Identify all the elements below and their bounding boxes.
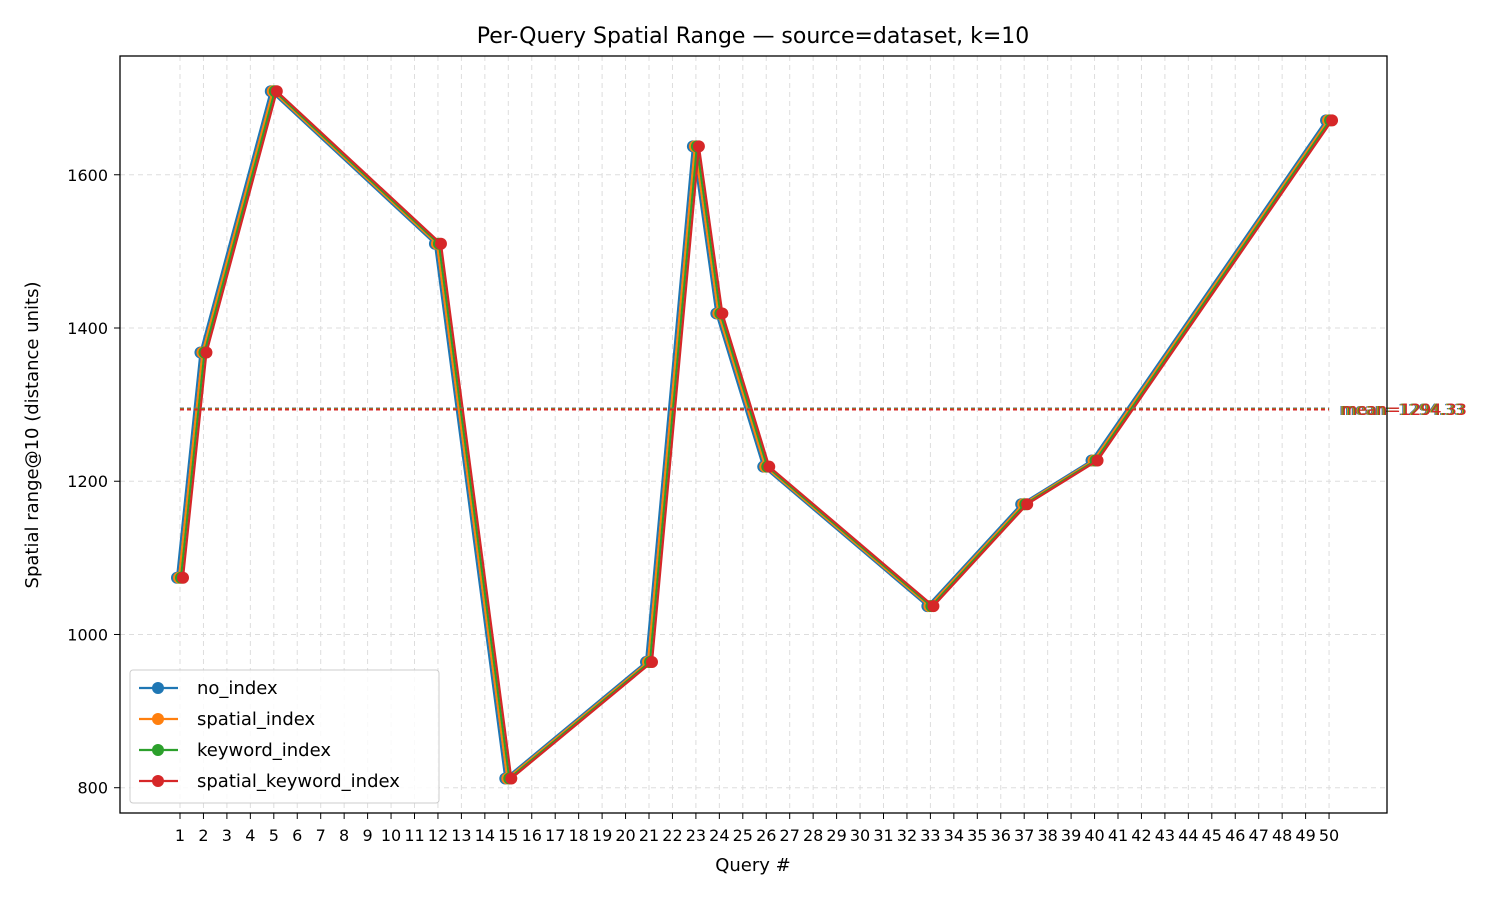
x-tick-label: 35 (967, 826, 987, 845)
x-tick-label: 31 (873, 826, 893, 845)
data-point (1326, 114, 1339, 127)
x-tick-label: 50 (1319, 826, 1339, 845)
legend-label: keyword_index (197, 740, 331, 761)
x-tick-label: 40 (1084, 826, 1104, 845)
mean-label: mean=1294.33 (1339, 400, 1464, 419)
data-point (646, 656, 658, 669)
x-tick-label: 36 (991, 826, 1011, 845)
x-tick-label: 27 (780, 826, 800, 845)
y-axis-label: Spatial range@10 (distance units) (22, 282, 43, 589)
series-layer (171, 85, 1339, 785)
x-tick-label: 18 (568, 826, 588, 845)
x-tick-label: 24 (709, 826, 729, 845)
data-point (177, 571, 189, 584)
legend-box (129, 669, 440, 804)
x-tick-label: 34 (944, 826, 964, 845)
data-point (505, 772, 518, 785)
mean-label: mean=1294.33 (1340, 400, 1465, 419)
plot-frame (119, 55, 1388, 814)
legend-entry: keyword_index (139, 740, 331, 761)
x-tick-label: 32 (897, 826, 917, 845)
y-tick-label: 1600 (67, 166, 108, 185)
data-point (692, 140, 705, 153)
data-point (200, 346, 213, 359)
x-tick-label: 16 (522, 826, 542, 845)
x-axis: 1 2 3 4 5 6 7 8 9 10 11 12 13 14 15 16 17 18 19 20 21 22 23 24 2… (175, 813, 1339, 845)
x-tick-label: 22 (662, 826, 682, 845)
mean-layer: mean=1294.33mean=1294.33mean=1294.33mean… (180, 400, 1467, 419)
x-tick-label: 25 (733, 826, 753, 845)
x-tick-label: 17 (545, 826, 565, 845)
x-tick-label: 13 (451, 826, 471, 845)
x-tick-label: 33 (920, 826, 940, 845)
data-point (1091, 454, 1104, 467)
x-tick-label: 41 (1108, 826, 1128, 845)
x-tick-label: 37 (1014, 826, 1034, 845)
legend-entry: spatial_keyword_index (139, 771, 400, 792)
y-tick-label: 1000 (67, 625, 108, 644)
legend-marker (152, 713, 164, 725)
x-tick-label: 15 (498, 826, 518, 845)
data-point (1021, 498, 1034, 511)
legend-entry: no_index (139, 678, 278, 699)
y-tick-label: 800 (77, 779, 108, 798)
legend-marker (152, 744, 164, 756)
legend-marker (152, 775, 164, 787)
x-tick-label: 1 (175, 826, 185, 845)
x-tick-label: 49 (1295, 826, 1315, 845)
x-tick-label: 48 (1272, 826, 1292, 845)
legend-label: spatial_index (197, 709, 316, 730)
x-tick-label: 19 (592, 826, 612, 845)
data-point (270, 85, 283, 98)
x-tick-label: 12 (428, 826, 448, 845)
data-point (763, 460, 776, 473)
x-tick-label: 5 (269, 826, 279, 845)
x-tick-label: 10 (381, 826, 401, 845)
x-tick-label: 23 (686, 826, 706, 845)
y-tick-label: 1400 (67, 319, 108, 338)
x-tick-label: 8 (339, 826, 349, 845)
x-tick-label: 7 (316, 826, 326, 845)
x-tick-label: 26 (756, 826, 776, 845)
x-tick-label: 14 (475, 826, 495, 845)
y-axis: 800 1000 1200 1400 1600 (67, 166, 120, 798)
x-tick-label: 42 (1131, 826, 1151, 845)
x-tick-label: 21 (639, 826, 659, 845)
x-tick-label: 3 (222, 826, 232, 845)
legend: no_index spatial_index keyword_indexspatia… (129, 669, 440, 804)
x-tick-label: 4 (245, 826, 255, 845)
x-tick-label: 45 (1202, 826, 1222, 845)
x-tick-label: 20 (615, 826, 635, 845)
y-tick-label: 1200 (67, 472, 108, 491)
x-tick-label: 6 (292, 826, 302, 845)
legend-label: no_index (197, 678, 278, 699)
x-tick-label: 39 (1061, 826, 1081, 845)
x-tick-label: 11 (404, 826, 424, 845)
x-tick-label: 28 (803, 826, 823, 845)
data-point (716, 307, 729, 320)
x-tick-label: 46 (1225, 826, 1245, 845)
x-tick-label: 44 (1178, 826, 1198, 845)
x-tick-label: 2 (198, 826, 208, 845)
x-tick-label: 38 (1037, 826, 1057, 845)
mean-label: mean=1294.33 (1342, 400, 1467, 419)
legend-entry: spatial_index (139, 709, 316, 730)
mean-label: mean=1294.33 (1341, 400, 1466, 419)
x-tick-label: 30 (850, 826, 870, 845)
data-point (434, 237, 447, 250)
x-tick-label: 43 (1155, 826, 1175, 845)
x-tick-label: 47 (1249, 826, 1269, 845)
x-tick-label: 29 (826, 826, 846, 845)
chart-title: Per-Query Spatial Range — source=dataset… (477, 24, 1030, 49)
legend-label: spatial_keyword_index (197, 771, 400, 792)
series-spatial-keyword-index (177, 85, 1339, 785)
legend-marker (152, 682, 164, 694)
x-axis-label: Query # (715, 855, 791, 876)
x-tick-label: 9 (363, 826, 373, 845)
data-point (927, 600, 940, 613)
